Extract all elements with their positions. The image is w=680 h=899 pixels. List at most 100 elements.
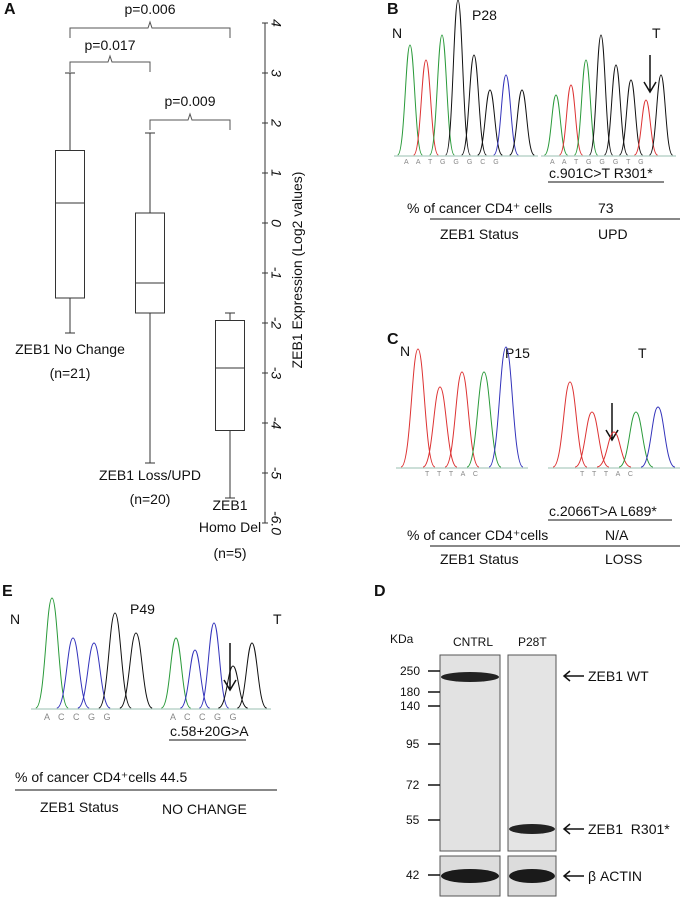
arrows	[562, 670, 584, 882]
trace	[574, 411, 610, 468]
trace	[543, 94, 569, 156]
trace	[640, 406, 676, 468]
arrow	[643, 55, 657, 94]
marker: 95	[406, 737, 420, 751]
band-label: ZEB1 R301*	[588, 821, 670, 837]
category-n: (n=5)	[213, 545, 247, 561]
marker-ticks	[428, 670, 440, 876]
bases: A C C G G	[44, 712, 114, 722]
y-tick-label: -3	[268, 367, 284, 380]
unit: KDa	[390, 632, 414, 646]
trace	[179, 649, 211, 709]
marker: 180	[400, 685, 420, 699]
marker: 72	[406, 778, 420, 792]
trace	[477, 89, 503, 156]
box	[135, 212, 165, 314]
trace	[445, 0, 471, 156]
panel-label: E	[2, 583, 13, 600]
status: NO CHANGE	[162, 801, 247, 817]
y-tick-label: -2	[268, 317, 284, 330]
trace	[603, 64, 629, 156]
panel-label: B	[387, 1, 399, 18]
bases: A A T G G G C G	[404, 159, 502, 166]
p-value: p=0.017	[85, 37, 136, 53]
status-label: ZEB1 Status	[440, 551, 519, 567]
trace	[35, 597, 69, 709]
trace	[160, 637, 192, 709]
pct: 44.5	[160, 769, 187, 785]
mutation: c.2066T>A L689*	[549, 503, 657, 519]
trace	[400, 348, 436, 468]
pct: 73	[598, 200, 614, 216]
trace	[56, 637, 90, 709]
bases: T T T A C	[425, 471, 481, 478]
bases: A A T G G G T G	[550, 159, 647, 166]
trace	[397, 44, 423, 156]
trace	[618, 411, 654, 468]
panel-label: A	[4, 1, 16, 18]
pct: N/A	[605, 527, 629, 543]
marker: 140	[400, 699, 420, 713]
trace	[444, 371, 480, 468]
pct-label: % of cancer CD4⁺cells	[407, 527, 548, 543]
band	[509, 824, 555, 834]
bracket	[69, 20, 231, 38]
category-n: (n=20)	[129, 491, 171, 507]
trace	[413, 59, 439, 156]
trace	[119, 632, 153, 709]
trace	[77, 642, 111, 709]
trace	[466, 371, 502, 468]
y-tick-label: 0	[268, 219, 284, 227]
trace	[98, 612, 132, 709]
y-axis-label: ZEB1 Expression (Log2 values)	[289, 172, 305, 369]
box	[55, 150, 85, 299]
trace	[573, 59, 599, 156]
panel-label: D	[374, 583, 386, 600]
tumor-label: T	[652, 25, 661, 41]
box	[215, 320, 245, 431]
patient: P28	[472, 7, 497, 23]
status: LOSS	[605, 551, 642, 567]
category-n: (n=21)	[49, 365, 91, 381]
p-value: p=0.006	[125, 1, 176, 17]
normal-label: N	[10, 611, 20, 627]
bracket	[69, 54, 151, 72]
category-label: ZEB1 Homo Del	[198, 497, 262, 535]
panel-label: C	[387, 331, 399, 348]
marker: 42	[406, 868, 420, 882]
category-label: ZEB1 No Change	[15, 341, 125, 357]
tumor-label: T	[638, 345, 647, 361]
status-label: ZEB1 Status	[40, 799, 119, 815]
band	[509, 869, 555, 883]
normal-label: N	[392, 25, 402, 41]
trace	[493, 74, 519, 156]
marker: 250	[400, 664, 420, 678]
y-tick-label: -1	[268, 267, 284, 279]
lane-label: CNTRL	[453, 635, 493, 649]
y-tick-label: -6.0	[268, 511, 284, 535]
p-value: p=0.009	[165, 93, 216, 109]
blot	[507, 654, 557, 852]
band	[441, 869, 499, 883]
category-label: ZEB1 Loss/UPD	[99, 467, 201, 483]
trace	[509, 89, 535, 156]
mutation: c.58+20G>A	[170, 723, 249, 739]
trace	[198, 622, 230, 709]
lane-label: P28T	[518, 635, 547, 649]
trace	[588, 34, 614, 156]
band-label: β ACTIN	[588, 868, 642, 884]
trace	[633, 99, 659, 156]
trace	[488, 346, 524, 468]
trace	[552, 381, 588, 468]
y-tick-label: 2	[268, 118, 284, 127]
y-tick-label: 1	[268, 169, 284, 177]
blot	[439, 654, 501, 852]
mutation: c.901C>T R301*	[549, 165, 653, 181]
trace	[618, 79, 644, 156]
pct-label: % of cancer CD4⁺ cells	[407, 200, 552, 216]
patient: P15	[505, 345, 530, 361]
band	[441, 672, 499, 682]
tumor-label: T	[273, 611, 282, 627]
band-label: ZEB1 WT	[588, 668, 649, 684]
